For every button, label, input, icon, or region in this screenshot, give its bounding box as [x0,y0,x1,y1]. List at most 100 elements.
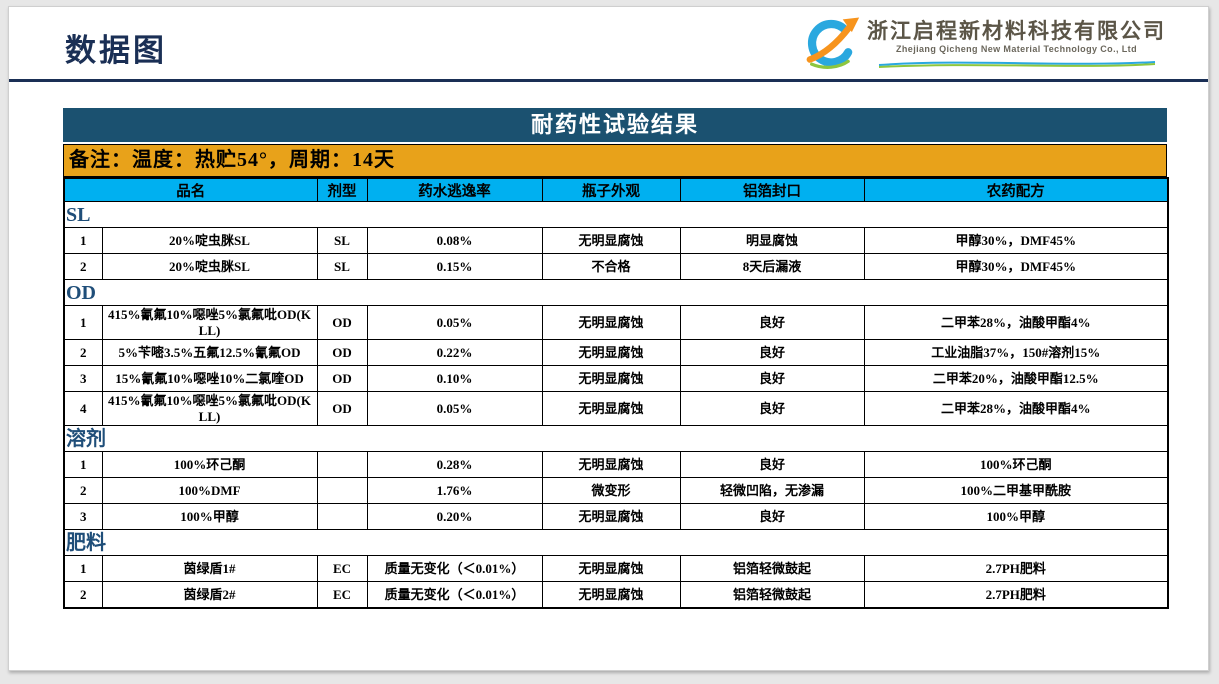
escape-rate-cell: 0.05% [366,391,543,427]
foil-seal-cell: 8天后漏液 [679,253,865,280]
formula-cell: 甲醇30%，DMF45% [863,227,1169,254]
report-content: 耐药性试验结果 备注：温度：热贮54°，周期：14天 品名 剂型 药水逃逸率 瓶子外观… [63,108,1169,610]
table-header-cell: 瓶子外观 [541,177,681,202]
product-name-cell: 20%啶虫脒SL [101,253,318,280]
section-label: SL [64,201,1168,228]
formulation-type-cell: OD [316,339,368,367]
product-name-cell: 茵绿盾2# [101,581,318,609]
product-name-cell: 15%氰氟10%噁唑10%二氯喹OD [101,365,318,393]
escape-rate-cell: 质量无变化（＜0.01%） [366,581,543,609]
foil-seal-cell: 铝箔轻微鼓起 [679,581,865,609]
formulation-type-cell [316,477,368,505]
formula-cell: 二甲苯20%，油酸甲酯12.5% [863,365,1169,393]
product-name-cell: 415%氰氟10%噁唑5%氯氟吡OD(KLL) [101,391,318,427]
product-name-cell: 100%甲醇 [101,503,318,531]
escape-rate-cell: 0.08% [366,227,543,254]
row-number-cell: 2 [63,253,103,280]
bottle-appearance-cell: 微变形 [541,477,681,505]
table-row: 2 20%啶虫脒SL SL 0.15% 不合格 8天后漏液 甲醇30%，DMF45% [63,253,1169,280]
slide: 数据图 浙江启程新材料科技有限公司 Zhejiang Qicheng New M… [8,6,1209,671]
bottle-appearance-cell: 无明显腐蚀 [541,581,681,609]
formula-cell: 2.7PH肥料 [863,555,1169,583]
formulation-type-cell: OD [316,365,368,393]
foil-seal-cell: 铝箔轻微鼓起 [679,555,865,583]
product-name-cell: 415%氰氟10%噁唑5%氯氟吡OD(KLL) [101,304,318,341]
company-name-cn: 浙江启程新材料科技有限公司 [867,20,1166,43]
table-header-cell: 药水逃逸率 [366,177,543,202]
logo-underline-swoosh-icon [877,55,1157,73]
bottle-appearance-cell: 无明显腐蚀 [541,339,681,367]
formula-cell: 100%二甲基甲酰胺 [863,477,1169,505]
title-divider [9,79,1208,82]
row-number-cell: 1 [63,304,103,341]
formula-cell: 二甲苯28%，油酸甲酯4% [863,391,1169,427]
company-logo: 浙江启程新材料科技有限公司 Zhejiang Qicheng New Mater… [797,15,1166,78]
report-title-banner: 耐药性试验结果 [63,108,1167,142]
foil-seal-cell: 良好 [679,391,865,427]
formulation-type-cell [316,451,368,479]
table-row: 2 100%DMF 1.76% 微变形 轻微凹陷，无渗漏 100%二甲基甲酰胺 [63,477,1169,505]
escape-rate-cell: 0.15% [366,253,543,280]
foil-seal-cell: 轻微凹陷，无渗漏 [679,477,865,505]
note-bar: 备注：温度：热贮54°，周期：14天 [63,144,1167,177]
bottle-appearance-cell: 无明显腐蚀 [541,555,681,583]
table-row: 2 5%苄嘧3.5%五氟12.5%氰氟OD OD 0.22% 无明显腐蚀 良好 工业油脂37… [63,339,1169,367]
row-number-cell: 1 [63,227,103,254]
formula-cell: 甲醇30%，DMF45% [863,253,1169,280]
row-number-cell: 3 [63,365,103,393]
escape-rate-cell: 0.28% [366,451,543,479]
escape-rate-cell: 0.20% [366,503,543,531]
escape-rate-cell: 0.10% [366,365,543,393]
formulation-type-cell: OD [316,391,368,427]
row-number-cell: 3 [63,503,103,531]
bottle-appearance-cell: 无明显腐蚀 [541,451,681,479]
formula-cell: 2.7PH肥料 [863,581,1169,609]
foil-seal-cell: 明显腐蚀 [679,227,865,254]
formulation-type-cell: EC [316,581,368,609]
formula-cell: 100%甲醇 [863,503,1169,531]
table-row: 2 茵绿盾2# EC 质量无变化（＜0.01%） 无明显腐蚀 铝箔轻微鼓起 2.7PH肥料 [63,581,1169,609]
section-row: OD [64,279,1168,306]
formulation-type-cell: OD [316,304,368,341]
escape-rate-cell: 质量无变化（＜0.01%） [366,555,543,583]
section-label: 肥料 [64,529,1168,557]
formulation-type-cell: SL [316,253,368,280]
page-title: 数据图 [65,33,167,68]
formulation-type-cell: EC [316,555,368,583]
table-row: 1 茵绿盾1# EC 质量无变化（＜0.01%） 无明显腐蚀 铝箔轻微鼓起 2.7PH肥料 [63,555,1169,583]
table-header-cell: 农药配方 [863,177,1169,202]
product-name-cell: 20%啶虫脒SL [101,227,318,254]
product-name-cell: 茵绿盾1# [101,555,318,583]
row-number-cell: 4 [63,391,103,427]
formulation-type-cell [316,503,368,531]
product-name-cell: 100%环己酮 [101,451,318,479]
foil-seal-cell: 良好 [679,365,865,393]
formula-cell: 工业油脂37%，150#溶剂15% [863,339,1169,367]
foil-seal-cell: 良好 [679,304,865,341]
row-number-cell: 2 [63,477,103,505]
bottle-appearance-cell: 无明显腐蚀 [541,391,681,427]
results-table: 品名 剂型 药水逃逸率 瓶子外观 铝箔封口 农药配方 SL 1 20%啶虫脒SL SL 0.08%… [63,177,1169,610]
formula-cell: 100%环己酮 [863,451,1169,479]
table-row: 4 415%氰氟10%噁唑5%氯氟吡OD(KLL) OD 0.05% 无明显腐蚀 良好 二甲… [63,391,1169,427]
bottle-appearance-cell: 无明显腐蚀 [541,304,681,341]
section-row: 肥料 [64,529,1168,557]
row-number-cell: 2 [63,581,103,609]
section-label: 溶剂 [64,425,1168,453]
table-row: 1 20%啶虫脒SL SL 0.08% 无明显腐蚀 明显腐蚀 甲醇30%，DMF45% [63,227,1169,254]
product-name-cell: 5%苄嘧3.5%五氟12.5%氰氟OD [101,339,318,367]
qicheng-q-swoosh-logo-icon [797,15,861,78]
escape-rate-cell: 0.05% [366,304,543,341]
escape-rate-cell: 1.76% [366,477,543,505]
bottle-appearance-cell: 无明显腐蚀 [541,227,681,254]
company-name-en: Zhejiang Qicheng New Material Technology… [896,44,1137,54]
row-number-cell: 1 [63,555,103,583]
table-row: 1 100%环己酮 0.28% 无明显腐蚀 良好 100%环己酮 [63,451,1169,479]
section-row: 溶剂 [64,425,1168,453]
table-row: 3 15%氰氟10%噁唑10%二氯喹OD OD 0.10% 无明显腐蚀 良好 二甲苯20%，… [63,365,1169,393]
foil-seal-cell: 良好 [679,451,865,479]
table-header-row: 品名 剂型 药水逃逸率 瓶子外观 铝箔封口 农药配方 [63,177,1169,202]
table-header-cell: 剂型 [316,177,368,202]
table-header-cell: 品名 [63,177,318,202]
formula-cell: 二甲苯28%，油酸甲酯4% [863,304,1169,341]
